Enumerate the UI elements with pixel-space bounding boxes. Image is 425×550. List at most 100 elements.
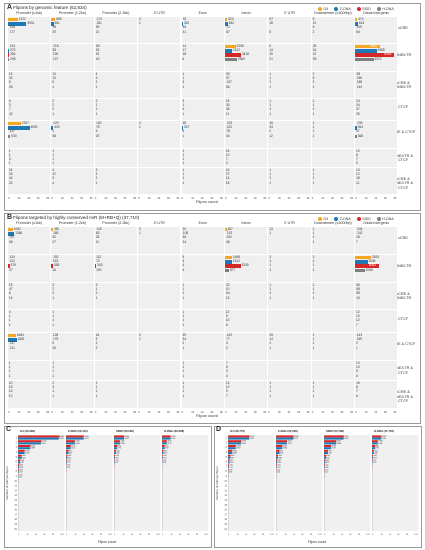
bar-strand [114, 435, 125, 438]
value-label: 12 [356, 318, 360, 323]
bar-strand [114, 461, 115, 464]
facet-title-z-dna-22-036: Z-DNA (22,036) [278, 429, 298, 433]
cell-ccre-3-utr [268, 227, 311, 254]
value-label: 530 [11, 133, 17, 138]
value-label: 136 [229, 470, 232, 472]
cell-ccre-distal-intergenic [355, 227, 398, 254]
facet-title-g4-26-770: G4 (26,770) [230, 429, 245, 433]
row-label-ctcf: CTCF [397, 316, 409, 321]
value-label: 5 [269, 29, 271, 34]
legend-swatch-hdna [376, 217, 381, 221]
value-label: 42 [8, 111, 13, 116]
value-label: 5 [312, 16, 315, 21]
value-label: 30 [182, 226, 187, 231]
value-label: 630 [165, 448, 168, 450]
legend-a: G4 Z-DNA SIDD H-DNA [318, 7, 394, 11]
value-label: 63 [95, 230, 100, 235]
value-label: 792 [376, 448, 379, 450]
value-label: 10 [356, 313, 360, 318]
cell-ccre-line-ltr-5-utr [138, 72, 181, 98]
value-label: 1 [52, 309, 54, 314]
x-tick-label: 0 [311, 195, 314, 200]
value-label: 137 [52, 56, 59, 61]
value-label: 139 [52, 52, 59, 57]
bar-strand [162, 440, 167, 443]
value-label: 1 [182, 171, 185, 176]
legend-label-zdna: Z-DNA [339, 217, 351, 221]
value-label: 1 [52, 373, 54, 378]
x-tick-label: 4k [35, 534, 38, 536]
value-label: 20 [95, 133, 100, 138]
value-label: 6 [356, 393, 358, 398]
value-label: 157 [373, 460, 376, 462]
value-label: 10 [225, 384, 230, 389]
cell-ccre-line-ltr-ctcf-5-utr [138, 381, 181, 408]
x-tick-label: 0 [225, 195, 227, 200]
x-tick-label: 10k [318, 534, 322, 536]
value-label: 332 [326, 460, 329, 462]
value-label: 2 [95, 341, 98, 346]
value-label: 15 [8, 282, 13, 287]
value-label: 1 [312, 332, 315, 337]
value-label: 14 [269, 336, 273, 341]
row-label-ccre-line-ltr-ctcf: cCRE & LINE/LTR & CTCF [393, 390, 413, 404]
value-label: 30 [225, 102, 230, 107]
value-label: 531 [21, 462, 24, 464]
value-label: 8 [8, 291, 11, 296]
value-label: 2767 [21, 120, 29, 125]
value-label: 156 [356, 75, 363, 80]
value-label: 12 [225, 309, 230, 314]
x-tick-label: 0 [324, 534, 326, 536]
value-label: 153 [52, 258, 59, 263]
value-label: 27 [225, 171, 230, 176]
value-label: 15 [225, 98, 230, 103]
value-label: 242 [357, 230, 363, 235]
value-label: 343 [97, 263, 103, 268]
bar-strand [66, 442, 75, 445]
value-label: 952 [329, 450, 332, 452]
cell-line-ltr-intron [225, 255, 268, 282]
value-label: 1 [269, 286, 271, 291]
value-label: 3922 [374, 56, 382, 61]
value-label: 1 [312, 336, 315, 341]
value-label: 125 [19, 477, 22, 479]
value-label: 52 [52, 235, 56, 240]
value-label: 3 [225, 369, 228, 374]
value-label: 1881 [17, 336, 25, 341]
value-label: 10 [356, 148, 360, 153]
value-label: 1 [312, 133, 315, 138]
bar-strand [276, 442, 287, 445]
legend-swatch-g4 [318, 217, 322, 221]
bar-strand [18, 466, 20, 469]
value-label: 26 [52, 345, 56, 350]
x-tick-label: 0 [225, 409, 227, 414]
facet-title-z-dna-50-110: Z-DNA (50,110) [68, 429, 88, 433]
bar-g4 [225, 44, 236, 49]
value-label: 7 [225, 360, 228, 365]
value-label: 68 [52, 133, 57, 138]
value-label: 1402 [121, 441, 125, 443]
value-label: 205 [163, 455, 166, 457]
value-label: 1 [52, 389, 54, 394]
value-label: 6 [225, 322, 228, 327]
value-label: 1 [269, 176, 271, 181]
value-label: 2066 [365, 267, 373, 272]
value-label: 790 [118, 446, 121, 448]
value-label: 192 [53, 254, 59, 259]
x-tick-label: 4k [113, 409, 117, 414]
bar-strand [276, 464, 277, 467]
bar-strand [66, 459, 67, 462]
cell-line-ltr-ctcf-5-utr [138, 149, 181, 167]
value-label: 1 [312, 102, 315, 107]
bar-g4 [8, 333, 16, 338]
value-label: 50 [95, 25, 100, 30]
bar-g4 [225, 255, 232, 260]
bar-z-dna [181, 126, 184, 130]
cell-ccre-exon [181, 17, 224, 43]
bar-strand [66, 449, 69, 452]
x-tick-label: 6k [253, 195, 257, 200]
value-label: 1 [52, 313, 54, 318]
x-tick-label: 6k [349, 534, 352, 536]
value-label: 24 [8, 167, 13, 172]
value-label: 125 [325, 470, 328, 472]
